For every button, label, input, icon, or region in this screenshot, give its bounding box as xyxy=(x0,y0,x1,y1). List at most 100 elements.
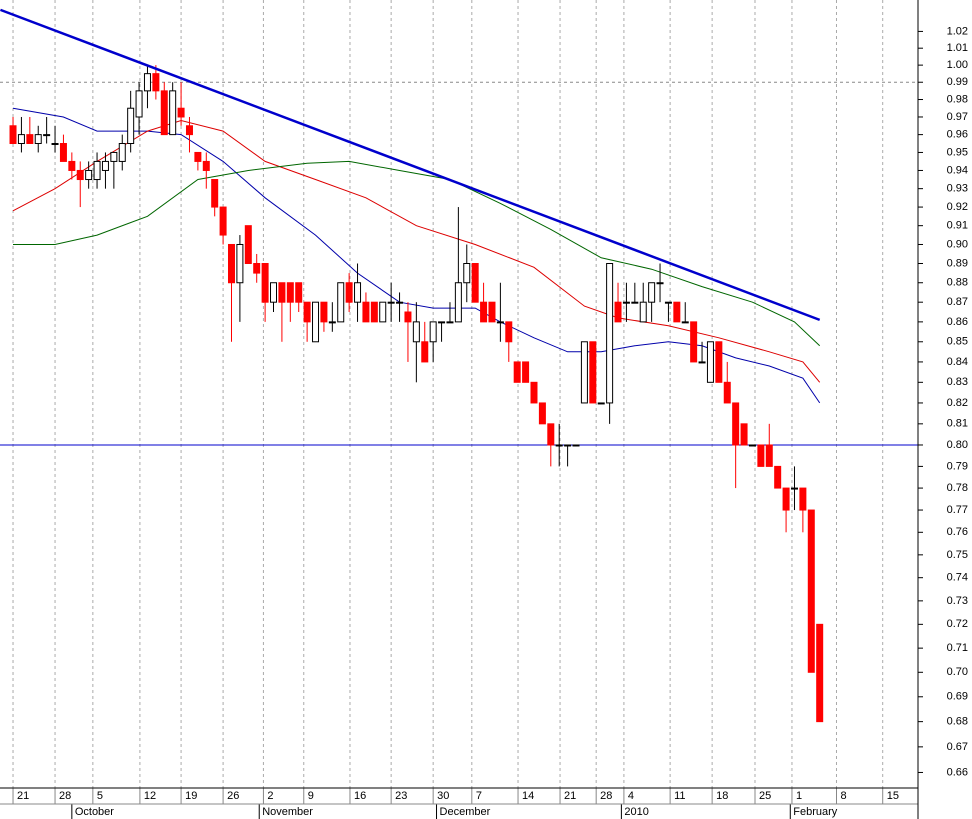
y-tick-label: 0.96 xyxy=(947,129,968,141)
candle-body xyxy=(68,160,76,171)
x-tick-label: 26 xyxy=(227,790,239,802)
y-tick-label: 0.69 xyxy=(947,691,968,703)
candle-body xyxy=(757,444,765,467)
x-tick-label: 9 xyxy=(308,790,314,802)
candle-body xyxy=(412,321,420,343)
candle-body xyxy=(606,263,614,404)
month-label: 2010 xyxy=(624,806,648,818)
candle-body xyxy=(513,361,521,383)
y-tick-label: 0.92 xyxy=(947,201,968,213)
x-tick-label: 5 xyxy=(97,790,103,802)
candle-body xyxy=(227,243,235,284)
y-tick-label: 0.99 xyxy=(947,76,968,88)
x-tick-label: 21 xyxy=(17,790,29,802)
candle-body xyxy=(211,179,219,208)
candle-body xyxy=(790,487,798,490)
y-tick-label: 0.97 xyxy=(947,111,968,123)
y-tick-label: 0.73 xyxy=(947,595,968,607)
y-tick-label: 1.00 xyxy=(947,59,968,71)
y-tick-label: 0.66 xyxy=(947,766,968,778)
candle-body xyxy=(143,73,151,92)
x-tick-label: 2 xyxy=(267,790,273,802)
month-label: October xyxy=(75,806,114,818)
y-tick-label: 0.76 xyxy=(947,526,968,538)
y-tick-label: 0.94 xyxy=(947,164,968,176)
candle-body xyxy=(17,134,25,145)
candle-body xyxy=(471,263,479,303)
candle-body xyxy=(706,341,714,383)
month-label: November xyxy=(262,806,313,818)
candle-body xyxy=(740,423,748,446)
x-tick-label: 1 xyxy=(796,790,802,802)
x-tick-label: 28 xyxy=(600,790,612,802)
candle-body xyxy=(118,143,126,162)
candle-body xyxy=(614,301,622,323)
candle-body xyxy=(656,282,664,285)
y-tick-label: 0.90 xyxy=(947,238,968,250)
y-tick-label: 0.74 xyxy=(947,572,968,584)
candle-body xyxy=(219,206,227,236)
candle-body xyxy=(673,301,681,323)
candle-body xyxy=(505,321,513,343)
y-tick-label: 0.93 xyxy=(947,183,968,195)
x-tick-label: 30 xyxy=(437,790,449,802)
candle-body xyxy=(816,623,824,723)
candle-body xyxy=(807,509,815,673)
candle-body xyxy=(522,361,530,383)
x-tick-label: 14 xyxy=(522,790,534,802)
candle-body xyxy=(110,151,118,162)
y-tick-label: 0.91 xyxy=(947,220,968,232)
candle-body xyxy=(421,341,429,363)
candle-body xyxy=(438,321,446,324)
month-label: February xyxy=(793,806,838,818)
candle-body xyxy=(379,301,387,323)
y-tick-label: 0.88 xyxy=(947,277,968,289)
candle-body xyxy=(261,263,269,303)
candle-body xyxy=(547,423,555,446)
y-tick-label: 0.77 xyxy=(947,504,968,516)
y-tick-label: 0.67 xyxy=(947,741,968,753)
candle-body xyxy=(370,301,378,323)
x-tick-label: 18 xyxy=(716,790,728,802)
x-tick-label: 19 xyxy=(185,790,197,802)
candle-body xyxy=(589,341,597,404)
candle-body xyxy=(622,301,630,304)
y-tick-label: 0.72 xyxy=(947,618,968,630)
candle-body xyxy=(681,321,689,324)
y-tick-label: 0.78 xyxy=(947,482,968,494)
candle-body xyxy=(9,125,17,145)
candle-body xyxy=(303,301,311,323)
candle-body xyxy=(295,282,303,303)
candle-body xyxy=(76,169,84,181)
x-tick-label: 25 xyxy=(759,790,771,802)
candle-body xyxy=(572,444,580,447)
candle-body xyxy=(715,341,723,383)
x-tick-label: 12 xyxy=(144,790,156,802)
candle-body xyxy=(799,487,807,511)
candle-body xyxy=(454,282,462,323)
y-tick-label: 0.95 xyxy=(947,146,968,158)
candle-body xyxy=(732,402,740,446)
candle-body xyxy=(328,321,336,324)
x-tick-label: 8 xyxy=(840,790,846,802)
y-tick-label: 0.98 xyxy=(947,93,968,105)
trendline xyxy=(0,8,821,322)
y-tick-label: 0.83 xyxy=(947,376,968,388)
candle-body xyxy=(404,311,412,323)
candle-body xyxy=(270,282,278,303)
candle-body xyxy=(236,243,244,284)
candle-body xyxy=(194,151,202,162)
candle-body xyxy=(169,90,177,136)
candle-body xyxy=(26,134,34,145)
y-tick-label: 0.87 xyxy=(947,296,968,308)
candle-body xyxy=(345,282,353,303)
candle-body xyxy=(337,282,345,323)
x-tick-label: 23 xyxy=(395,790,407,802)
candle-body xyxy=(446,321,454,324)
x-tick-label: 4 xyxy=(628,790,634,802)
x-tick-label: 16 xyxy=(354,790,366,802)
candle-body xyxy=(396,301,404,304)
candle-body xyxy=(639,301,647,323)
candle-body xyxy=(127,107,135,145)
